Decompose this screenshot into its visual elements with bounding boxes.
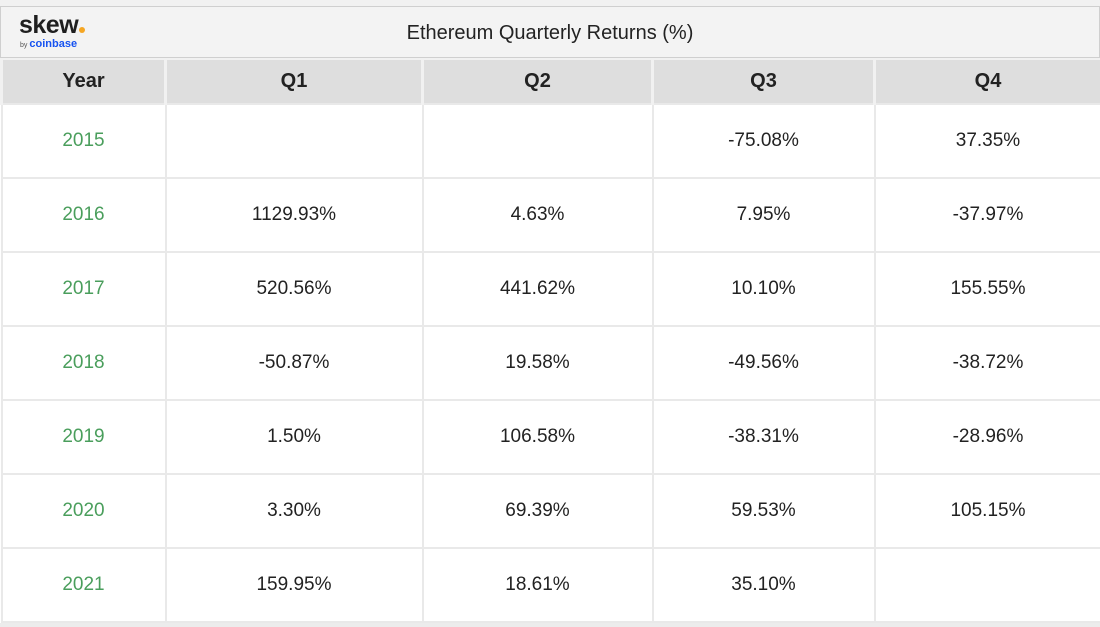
logo-text: skew [19,11,79,39]
year-cell: 2020 [0,473,167,549]
q1-cell: 520.56% [164,251,424,327]
q1-cell: 1.50% [164,399,424,475]
chart-title: Ethereum Quarterly Returns (%) [406,22,694,44]
logo-by-text: by [20,42,28,49]
table-row: 2017 520.56% 441.62% 10.10% 155.55% [0,251,1100,327]
q3-cell: 10.10% [651,251,876,327]
bottom-divider [0,623,1100,627]
logo-brand-text: coinbase [29,38,78,50]
q1-cell [164,103,424,179]
q3-cell: -75.08% [651,103,876,179]
q1-cell: 159.95% [164,547,424,623]
table-row: 2016 1129.93% 4.63% 7.95% -37.97% [0,177,1100,253]
q3-cell: -38.31% [651,399,876,475]
q4-cell: -37.97% [873,177,1100,253]
q4-cell: 155.55% [873,251,1100,327]
year-cell: 2017 [0,251,167,327]
q2-cell: 69.39% [421,473,654,549]
q2-cell: 19.58% [421,325,654,401]
q3-cell: 7.95% [651,177,876,253]
table-row: 2015 -75.08% 37.35% [0,103,1100,179]
column-header-q2: Q2 [421,60,654,104]
year-cell: 2015 [0,103,167,179]
q4-cell: -38.72% [873,325,1100,401]
q2-cell: 441.62% [421,251,654,327]
year-cell: 2019 [0,399,167,475]
q3-cell: -49.56% [651,325,876,401]
q2-cell: 4.63% [421,177,654,253]
q1-cell: 3.30% [164,473,424,549]
q4-cell: 105.15% [873,473,1100,549]
column-header-q4: Q4 [873,60,1100,104]
returns-table: Year Q1 Q2 Q3 Q4 2015 -75.08% 37.35% 201… [0,60,1100,623]
q3-cell: 59.53% [651,473,876,549]
column-header-q1: Q1 [164,60,424,104]
q1-cell: -50.87% [164,325,424,401]
header-row: Year Q1 Q2 Q3 Q4 [0,60,1100,104]
q2-cell [421,103,654,179]
year-cell: 2018 [0,325,167,401]
table-row: 2021 159.95% 18.61% 35.10% [0,547,1100,623]
column-header-q3: Q3 [651,60,876,104]
skew-logo: skew by coinbase [19,11,86,50]
q4-cell [873,547,1100,623]
table-row: 2020 3.30% 69.39% 59.53% 105.15% [0,473,1100,549]
q2-cell: 18.61% [421,547,654,623]
q1-cell: 1129.93% [164,177,424,253]
column-header-year: Year [0,60,167,104]
q4-cell: 37.35% [873,103,1100,179]
year-cell: 2021 [0,547,167,623]
logo-dot-icon [79,27,86,33]
table-row: 2019 1.50% 106.58% -38.31% -28.96% [0,399,1100,475]
table-row: 2018 -50.87% 19.58% -49.56% -38.72% [0,325,1100,401]
q4-cell: -28.96% [873,399,1100,475]
title-bar: skew by coinbase Ethereum Quarterly Retur… [0,6,1100,58]
q3-cell: 35.10% [651,547,876,623]
year-cell: 2016 [0,177,167,253]
q2-cell: 106.58% [421,399,654,475]
